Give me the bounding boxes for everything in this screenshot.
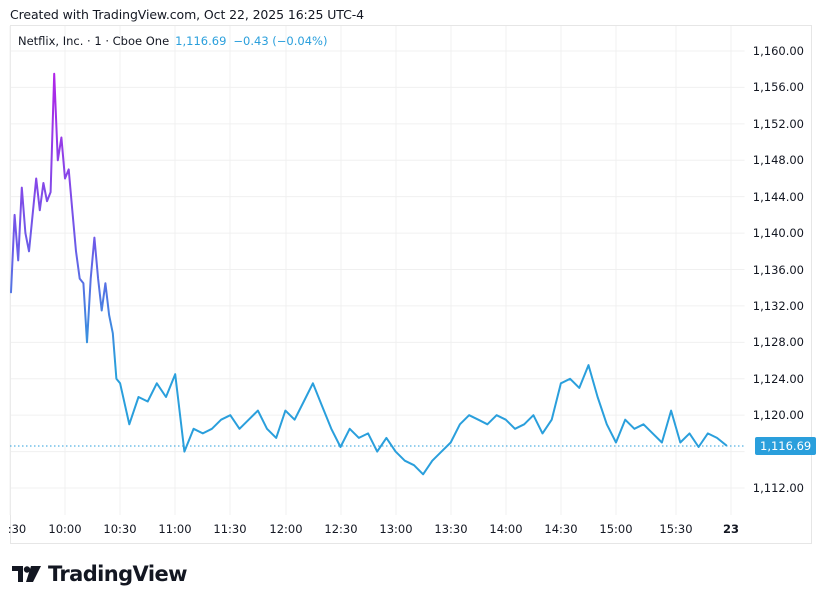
time-axis-label: 10:00 [48,522,82,536]
tradingview-logo-icon [12,566,41,582]
price-axis-label: 1,128.00 [752,335,804,350]
price-axis-label: 1,152.00 [752,116,804,131]
price-axis-label: 1,120.00 [752,408,804,423]
price-axis-label: 1,140.00 [752,226,804,241]
time-axis-label: 11:30 [213,522,247,536]
symbol-legend: Netflix, Inc. · 1 · Cboe One 1,116.69 −0.4… [18,34,327,48]
price-axis-label: 1,160.00 [752,44,804,58]
time-axis-label: 12:00 [269,522,303,536]
price-axis-label: 1,148.00 [752,153,804,168]
time-axis-label: 13:00 [379,522,413,536]
time-axis-label: 14:30 [544,522,578,536]
price-axis-label: 1,156.00 [752,80,804,95]
symbol-name: Netflix, Inc. · 1 · Cboe One [18,34,170,48]
price-axis-label: 1,132.00 [752,298,804,313]
tradingview-logo[interactable]: TradingView [12,562,187,586]
last-price-tag: 1,116.69 [755,437,817,455]
time-axis-label: 23 [722,522,740,536]
price-axis-label: 1,136.00 [752,262,804,277]
legend-last-price: 1,116.69 [175,34,227,48]
time-axis-label: 14:00 [489,522,523,536]
legend-change: −0.43 (−0.04%) [233,34,328,48]
price-axis-label: 1,112.00 [752,481,804,495]
time-axis-label: 11:00 [158,522,192,536]
time-axis-label: 15:00 [599,522,633,536]
price-axis-label: 1,144.00 [752,189,804,204]
created-with-caption: Created with TradingView.com, Oct 22, 20… [10,7,364,22]
time-axis-label: 15:30 [659,522,693,536]
tradingview-logo-text: TradingView [48,562,187,586]
price-axis-label: 1,124.00 [752,371,804,386]
time-axis-label: 12:30 [324,522,358,536]
price-line[interactable] [10,72,728,476]
time-axis-label: :30 [7,522,27,536]
chart-grid [9,26,746,543]
time-axis-label: 13:30 [434,522,468,536]
time-axis-label: 10:30 [103,522,137,536]
